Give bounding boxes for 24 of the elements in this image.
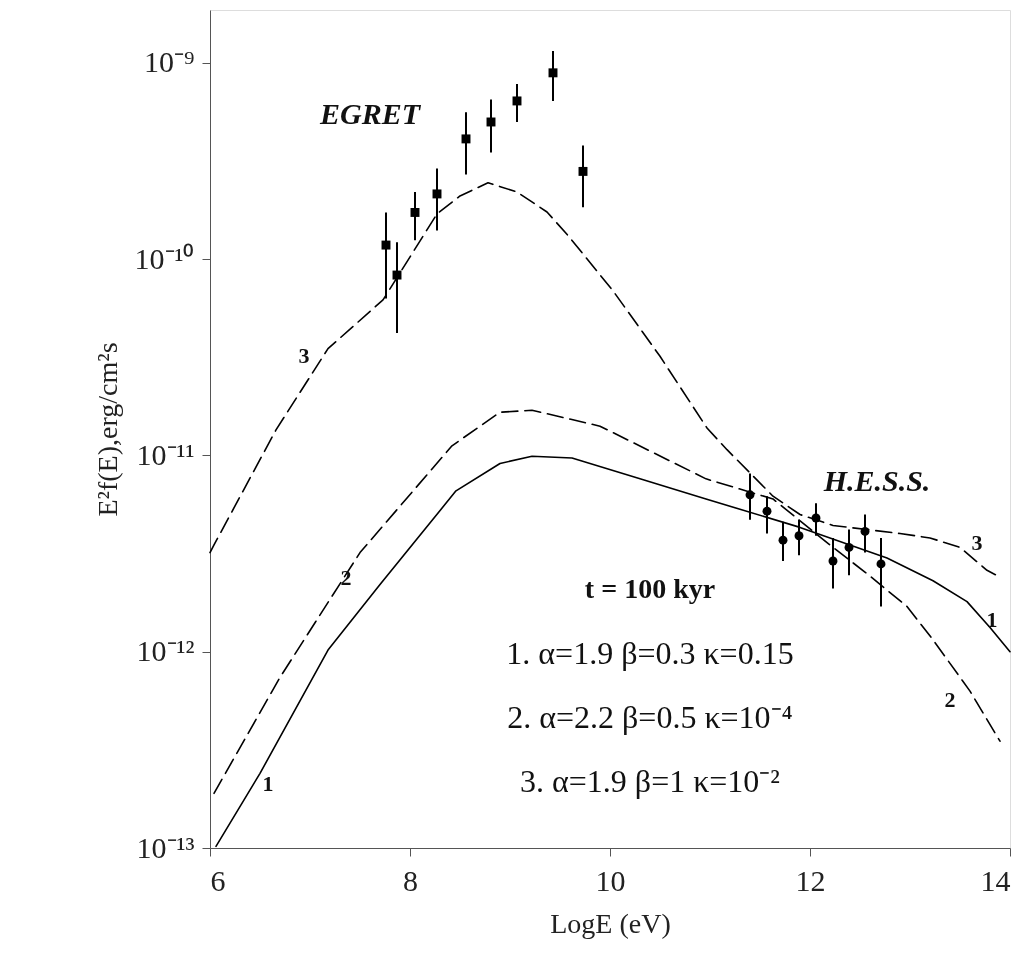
x-axis-title: LogE (eV) (550, 907, 671, 939)
annotation: 2 (944, 687, 956, 712)
y-tick-label: 10⁻⁹ (144, 45, 195, 79)
x-tick-label: 8 (403, 863, 418, 897)
x-tick-label: 14 (980, 863, 1011, 897)
annotation: 3 (971, 530, 983, 555)
y-axis-title: E²f(E),erg/cm²s (91, 342, 123, 517)
annotation: 3 (298, 343, 310, 368)
annotation: 3. α=1.9 β=1 κ=10⁻² (520, 763, 780, 799)
y-tick-label: 10⁻¹³ (136, 830, 195, 864)
y-tick-label: 10⁻¹¹ (136, 437, 195, 471)
y-tick-label: 10⁻¹⁰ (134, 241, 195, 275)
annotation: 1. α=1.9 β=0.3 κ=0.15 (506, 635, 794, 671)
y-tick-label: 10⁻¹² (136, 634, 195, 668)
annotation: H.E.S.S. (822, 464, 931, 497)
annotation: 2 (340, 565, 352, 590)
annotation: 2. α=2.2 β=0.5 κ=10⁻⁴ (507, 699, 793, 735)
annotation: EGRET (318, 97, 422, 130)
x-tick-label: 10 (595, 863, 626, 897)
annotation: 1 (986, 607, 998, 632)
x-tick-label: 12 (795, 863, 826, 897)
x-tick-label: 6 (210, 863, 226, 897)
annotation: t = 100 kyr (584, 573, 716, 604)
annotation: 1 (262, 771, 274, 796)
